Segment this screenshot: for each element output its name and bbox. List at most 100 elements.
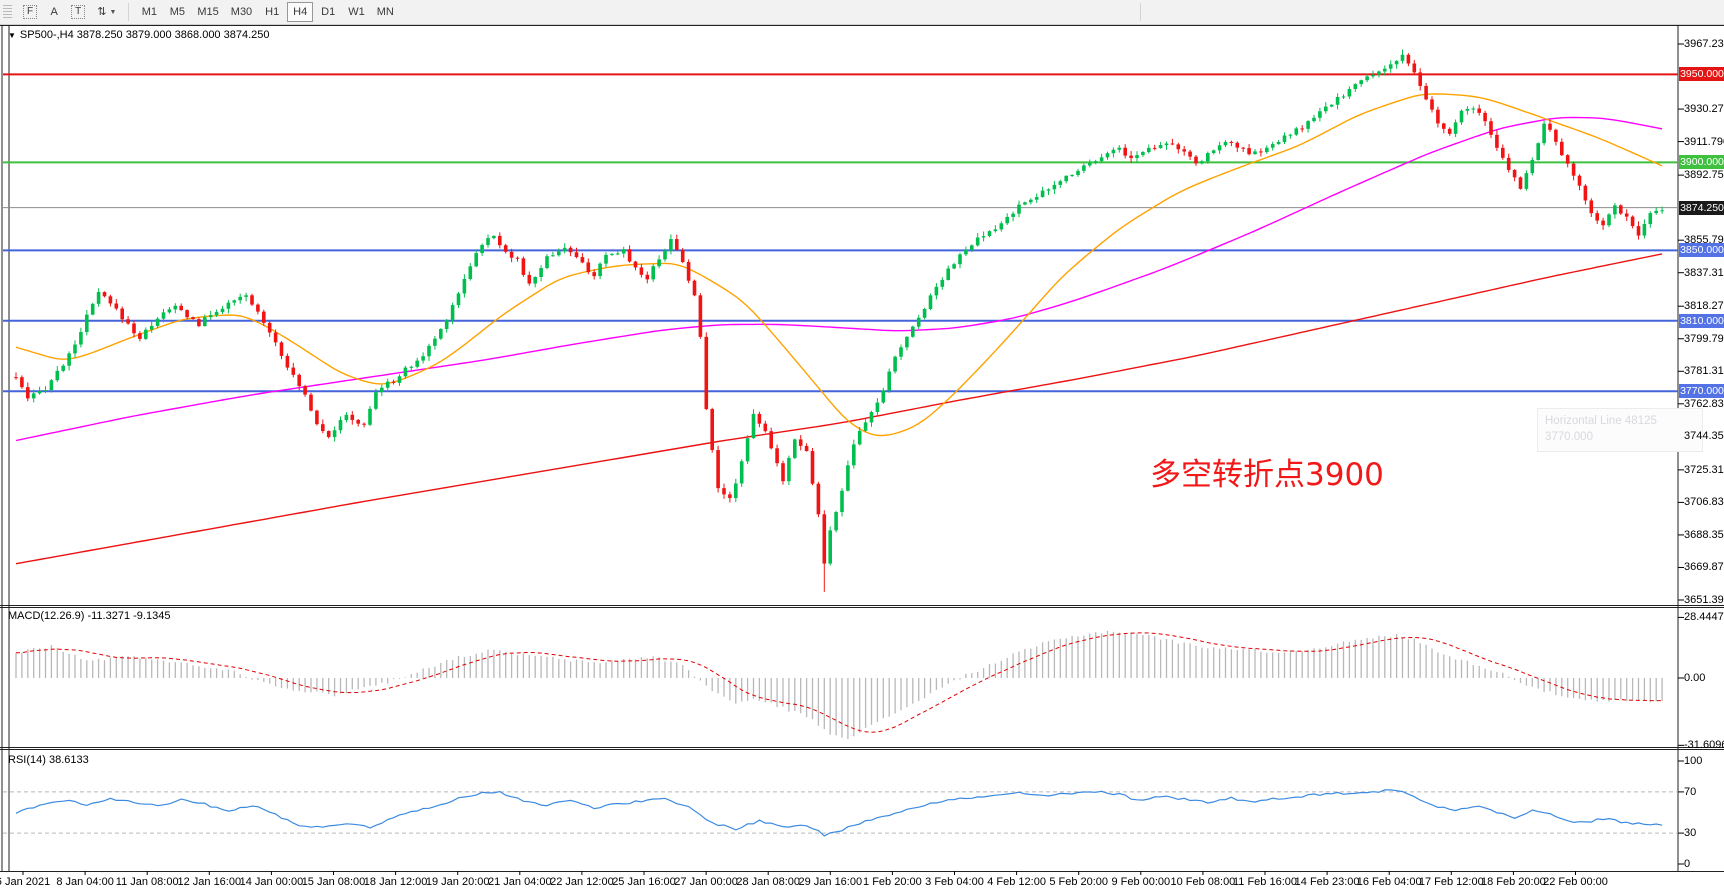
bear-candle: [1571, 163, 1576, 176]
macd-indicator-label: MACD(12.26.9) -11.3271 -9.1345: [8, 610, 171, 622]
bull-candle: [1017, 204, 1021, 214]
bull-candle: [1353, 84, 1358, 90]
bear-candle: [1182, 149, 1186, 152]
bear-candle: [775, 448, 779, 464]
object-tooltip: Horizontal Line 48125 3770.000: [1537, 408, 1703, 452]
bull-candle: [621, 249, 626, 254]
chart-menu-arrow-icon[interactable]: ▼: [8, 31, 16, 40]
ma-slow-line: [15, 253, 1663, 565]
bear-candle: [1583, 185, 1588, 201]
bull-candle: [1660, 210, 1664, 212]
bull-candle: [1530, 159, 1535, 174]
bull-candle: [1282, 135, 1287, 143]
bear-candle: [1548, 123, 1552, 130]
bull-candle: [1099, 157, 1104, 162]
bull-candle: [1034, 197, 1039, 200]
timeframe-button-m30[interactable]: M30: [226, 2, 257, 22]
bull-candle: [1654, 210, 1658, 214]
bear-candle: [20, 377, 24, 388]
bear-candle: [279, 342, 284, 356]
timeframe-button-m15[interactable]: M15: [192, 2, 223, 22]
bull-candle: [834, 512, 838, 531]
bear-candle: [1512, 169, 1517, 178]
bear-candle: [362, 423, 366, 425]
bull-candle: [55, 370, 60, 381]
bear-candle: [350, 414, 355, 420]
chart-canvas[interactable]: [0, 25, 1724, 894]
bear-candle: [267, 322, 272, 333]
timeframe-button-w1[interactable]: W1: [343, 2, 370, 22]
bull-candle: [1377, 71, 1381, 75]
bull-candle: [1329, 104, 1334, 107]
bear-candle: [1595, 213, 1599, 221]
timeframe-button-d1[interactable]: D1: [315, 2, 341, 22]
bull-candle: [875, 402, 880, 413]
bear-candle: [692, 280, 697, 296]
bull-candle: [1359, 80, 1363, 85]
bull-candle: [43, 390, 48, 392]
textbox-t-icon[interactable]: T: [66, 2, 90, 22]
label-a-icon[interactable]: A: [44, 2, 64, 22]
bear-candle: [185, 310, 189, 318]
bull-candle: [415, 360, 419, 367]
bull-candle: [61, 365, 65, 371]
timeframe-button-m1[interactable]: M1: [136, 2, 162, 22]
grid-f-icon-glyph: F: [23, 5, 38, 19]
bear-candle: [26, 387, 30, 399]
bear-candle: [179, 305, 183, 311]
grid-f-icon[interactable]: F: [18, 2, 42, 22]
bear-candle: [1129, 155, 1133, 159]
bull-candle: [161, 312, 166, 319]
timeframe-button-m5[interactable]: M5: [164, 2, 190, 22]
bear-candle: [769, 431, 773, 449]
chart-tools-group: F A T ⇅ ▼: [17, 2, 122, 22]
arrange-arrows-icon[interactable]: ⇅ ▼: [92, 2, 121, 22]
bull-candle: [208, 315, 213, 318]
bear-candle: [126, 319, 130, 324]
timeframe-button-mn[interactable]: MN: [372, 2, 399, 22]
bull-candle: [1141, 152, 1145, 156]
bull-candle: [1542, 123, 1546, 144]
bull-candle: [1465, 108, 1470, 111]
bull-candle: [214, 311, 219, 316]
bull-candle: [887, 371, 891, 391]
bull-candle: [751, 413, 756, 439]
timeframe-button-h4[interactable]: H4: [287, 2, 314, 22]
bull-candle: [474, 253, 478, 267]
bear-candle: [1489, 121, 1493, 135]
timeframe-button-h1[interactable]: H1: [259, 2, 285, 22]
bear-candle: [1560, 141, 1564, 156]
bull-candle: [1052, 184, 1057, 190]
bear-candle: [716, 450, 720, 489]
chart-window[interactable]: ▼ SP500-,H4 3878.250 3879.000 3868.000 38…: [0, 25, 1724, 894]
bull-candle: [1383, 68, 1387, 72]
bear-candle: [1636, 226, 1641, 236]
bull-candle: [1306, 121, 1310, 129]
bear-candle: [191, 317, 195, 320]
bear-candle: [138, 333, 142, 339]
bear-candle: [680, 249, 685, 263]
bear-candle: [798, 439, 803, 446]
bull-candle: [374, 392, 378, 409]
dropdown-caret-icon[interactable]: ▼: [109, 8, 117, 16]
bull-candle: [1270, 144, 1275, 148]
bull-candle: [793, 439, 797, 458]
bull-candle: [338, 420, 343, 431]
bear-candle: [698, 295, 703, 337]
bull-candle: [651, 266, 655, 280]
bear-candle: [1170, 143, 1175, 145]
textbox-t-icon-glyph: T: [71, 5, 86, 19]
chart-annotation-text[interactable]: 多空转折点3900: [1150, 457, 1384, 493]
bear-candle: [633, 261, 638, 268]
bear-candle: [1194, 156, 1198, 164]
toolbar-drag-handle[interactable]: [3, 4, 12, 20]
rsi-indicator-label: RSI(14) 38.6133: [8, 754, 89, 766]
bear-candle: [1436, 109, 1440, 124]
bear-candle: [1300, 128, 1304, 130]
bull-candle: [946, 268, 950, 280]
bear-candle: [1495, 134, 1499, 148]
bull-candle: [616, 253, 620, 255]
bull-candle: [1524, 173, 1529, 189]
bear-candle: [1247, 148, 1251, 155]
bear-candle: [704, 336, 709, 410]
